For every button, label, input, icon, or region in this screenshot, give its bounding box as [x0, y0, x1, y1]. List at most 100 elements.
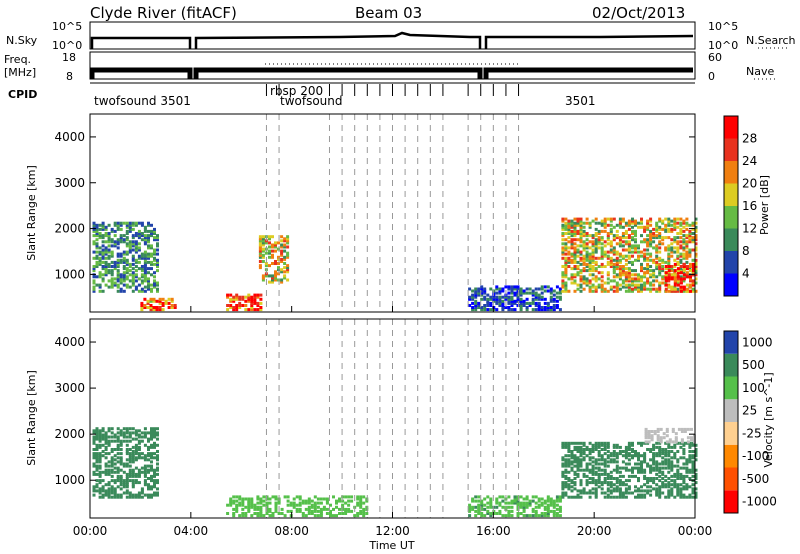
echo-cell — [280, 268, 284, 272]
echo-cell — [631, 466, 634, 470]
echo-cell — [140, 281, 144, 285]
echo-cell — [147, 431, 150, 435]
echo-cell — [661, 481, 665, 485]
echo-cell — [588, 495, 592, 499]
echo-cell — [95, 232, 99, 235]
velocity-x-ticks: 00:00 04:00 08:00 12:00 16:00 20:00 00:00 — [73, 512, 712, 538]
echo-cell — [341, 505, 345, 509]
echo-cell — [561, 281, 565, 285]
echo-cell — [104, 472, 108, 476]
echo-cell — [507, 301, 511, 305]
echo-cell — [226, 293, 230, 297]
echo-cell — [673, 273, 677, 277]
echo-cell — [537, 503, 541, 507]
echo-cell — [119, 236, 123, 240]
echo-cell — [694, 493, 698, 497]
echo-cell — [692, 279, 695, 283]
echo-cell — [661, 269, 665, 273]
echo-cell — [140, 256, 144, 260]
echo-cell — [525, 301, 529, 305]
echo-cell — [555, 306, 559, 309]
echo-cell — [277, 262, 280, 265]
echo-cell — [143, 435, 147, 439]
echo-cell — [690, 427, 693, 431]
echo-cell — [655, 256, 659, 260]
echo-cell — [531, 289, 535, 293]
echo-cell — [110, 254, 114, 258]
echo-cell — [606, 456, 610, 460]
echo-cell — [627, 474, 631, 478]
echo-cell — [691, 287, 695, 291]
echo-cell — [128, 250, 132, 254]
echo-cell — [143, 254, 147, 258]
echo-cell — [261, 274, 265, 278]
echo-cell — [603, 448, 607, 451]
echo-cell — [522, 301, 526, 305]
echo-cell — [634, 234, 637, 238]
echo-cell — [612, 217, 616, 221]
echo-cell — [495, 501, 499, 505]
echo-cell — [137, 472, 141, 476]
echo-cell — [116, 275, 120, 279]
echo-cell — [107, 491, 111, 495]
echo-cell — [655, 460, 659, 464]
echo-cell — [609, 260, 613, 264]
echo-cell — [301, 512, 305, 515]
echo-cell — [579, 229, 583, 233]
echo-cell — [268, 514, 272, 518]
echo-cell — [238, 514, 242, 518]
echo-cell — [585, 246, 589, 250]
echo-cell — [691, 450, 695, 453]
echo-cell — [483, 287, 487, 291]
echo-cell — [238, 503, 242, 507]
echo-cell — [670, 223, 674, 227]
echo-cell — [615, 242, 619, 246]
echo-cell — [679, 489, 683, 493]
echo-cell — [286, 503, 290, 507]
echo-cell — [134, 493, 138, 497]
echo-cell — [564, 267, 568, 271]
echo-cell — [609, 477, 613, 480]
echo-cell — [98, 452, 102, 456]
echo-cell — [573, 273, 577, 277]
cpid-label: CPID — [8, 88, 37, 101]
echo-cell — [119, 483, 123, 487]
echo-cell — [573, 460, 577, 464]
echo-cell — [468, 514, 472, 518]
echo-cell — [652, 275, 656, 279]
echo-cell — [570, 254, 574, 258]
echo-cell — [631, 217, 634, 221]
echo-cell — [600, 223, 604, 227]
echo-cell — [627, 275, 631, 279]
echo-cell — [640, 289, 643, 293]
echo-cell — [92, 269, 96, 273]
echo-cell — [92, 431, 96, 435]
echo-cell — [615, 273, 619, 277]
echo-cell — [679, 240, 683, 244]
echo-cell — [591, 240, 595, 244]
echo-cell — [609, 458, 613, 462]
echo-cell — [119, 277, 123, 281]
echo-cell — [643, 285, 647, 289]
echo-cell — [516, 495, 520, 499]
echo-cell — [676, 470, 680, 474]
echo-cell — [567, 462, 571, 466]
echo-cell — [600, 483, 604, 487]
echo-cell — [685, 242, 689, 246]
echo-cell — [501, 499, 505, 503]
echo-cell — [570, 223, 574, 227]
echo-cell — [688, 454, 692, 458]
echo-cell — [600, 271, 604, 275]
echo-cell — [603, 462, 607, 466]
echo-cell — [615, 470, 619, 474]
echo-cell — [232, 297, 236, 301]
echo-cell — [600, 265, 604, 268]
echo-cell — [104, 267, 108, 271]
echo-cell — [247, 505, 251, 509]
echo-cell — [107, 483, 111, 487]
echo-cell — [158, 297, 162, 301]
echo-cell — [609, 495, 613, 499]
echo-cell — [92, 441, 96, 445]
echo-cell — [667, 450, 671, 453]
echo-cell — [143, 472, 147, 476]
